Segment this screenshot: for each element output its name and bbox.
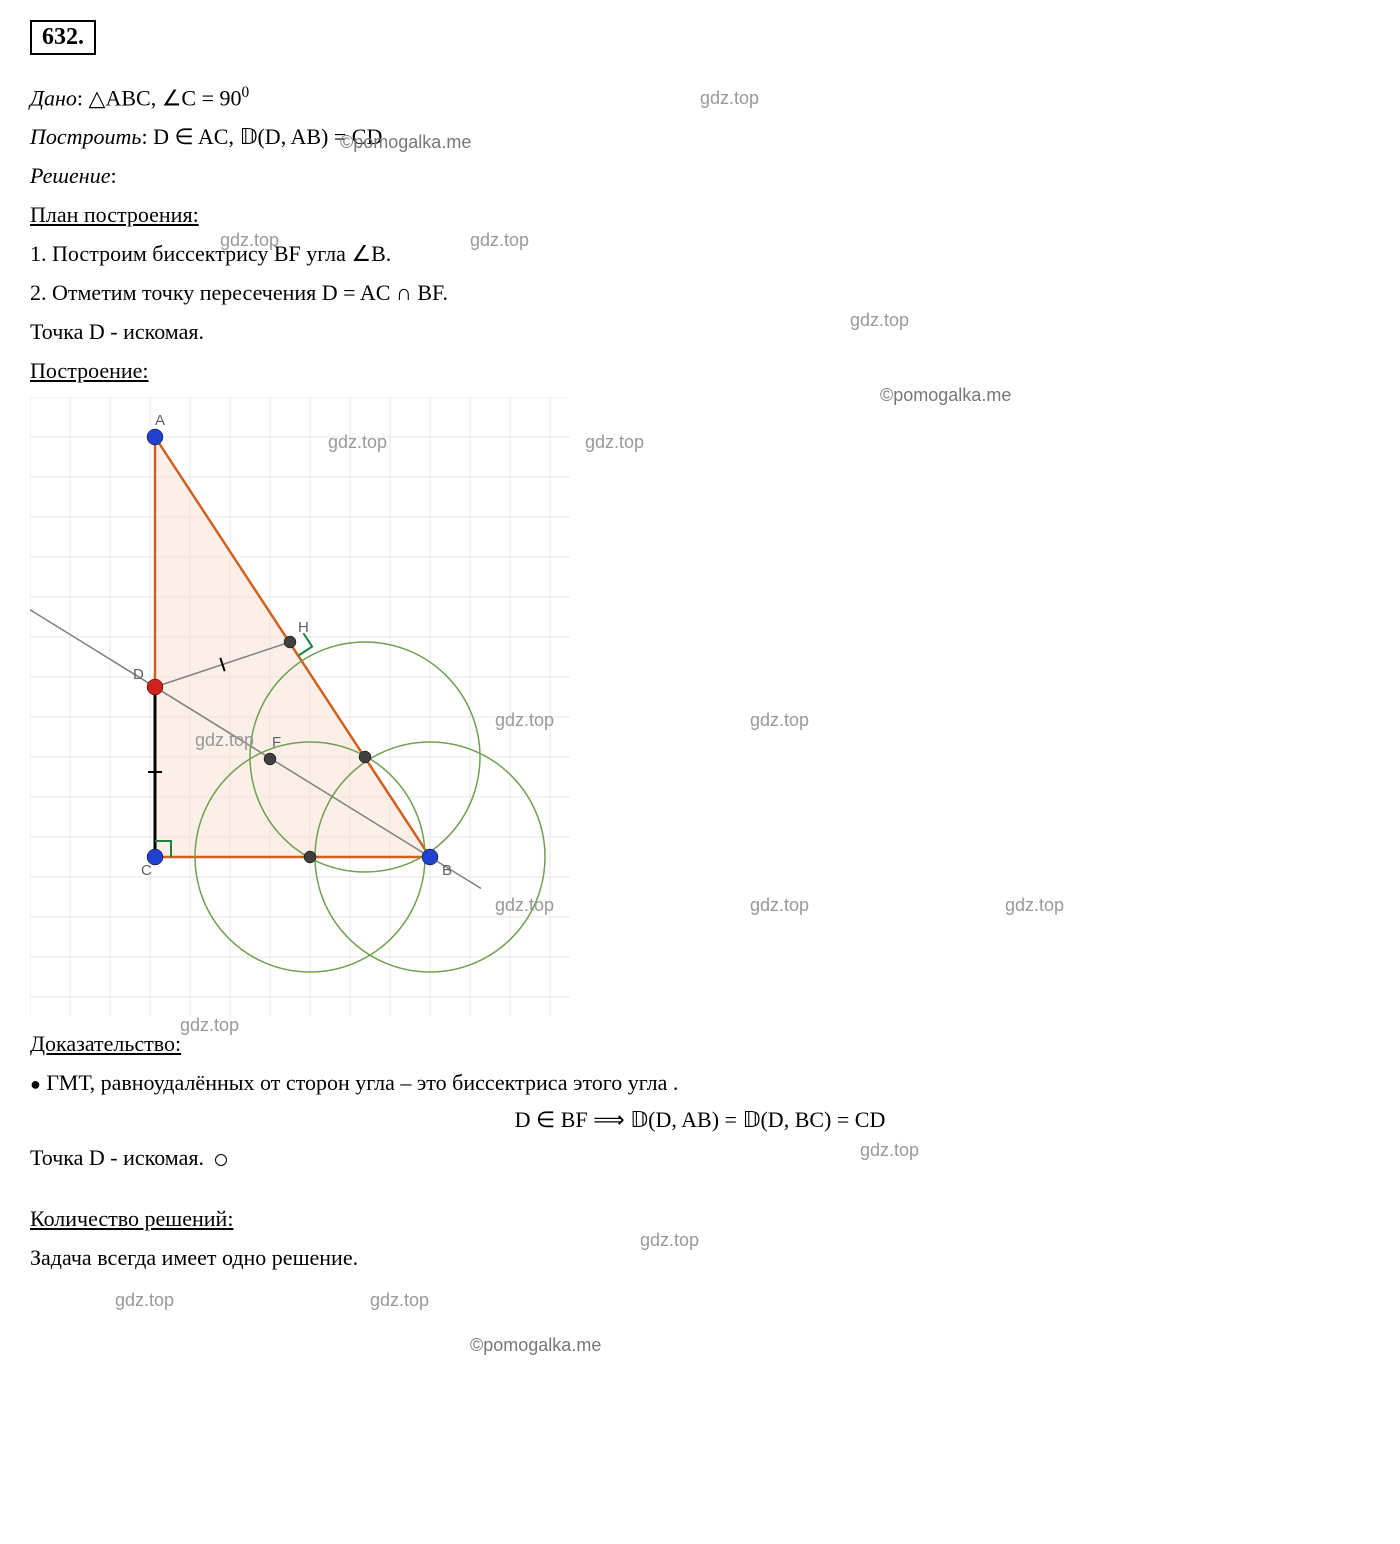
watermark-gdz: gdz.top <box>1005 895 1064 916</box>
watermark-copyright: ©pomogalka.me <box>340 132 471 153</box>
solutions-count-label: Количество решений: <box>30 1206 233 1231</box>
svg-text:H: H <box>298 619 309 636</box>
svg-text:B: B <box>442 862 452 879</box>
plan-step-2: 2. Отметим точку пересечения D = AC ∩ BF… <box>30 276 1370 309</box>
proof-end-icon <box>215 1154 227 1166</box>
watermark-copyright: ©pomogalka.me <box>880 385 1011 406</box>
solutions-count-text: Задача всегда имеет одно решение. <box>30 1241 1370 1274</box>
construct-label: Построить <box>30 124 141 149</box>
point-sought: Точка D - искомая. <box>30 315 1370 348</box>
proof-label: Доказательство: <box>30 1031 181 1056</box>
proof-text: ГМТ, равноудалённых от сторон угла – это… <box>46 1070 678 1095</box>
watermark-gdz: gdz.top <box>180 1015 239 1036</box>
given-label: Дано <box>30 85 77 110</box>
construct-line: Построить: D ∈ AC, 𝔻(D, AB) = CD <box>30 120 1370 153</box>
point-sought-2-line: Точка D - искомая. <box>30 1141 1370 1174</box>
plan-label: План построения: <box>30 202 199 227</box>
watermark-gdz: gdz.top <box>328 432 387 453</box>
diagram-svg: A B C D H F <box>30 397 570 1017</box>
solution-label: Решение <box>30 163 110 188</box>
svg-text:A: A <box>155 412 165 429</box>
proof-formula: D ∈ BF ⟹ 𝔻(D, AB) = 𝔻(D, BC) = CD <box>30 1107 1370 1133</box>
plan-label-line: План построения: <box>30 198 1370 231</box>
proof-text-line: ● ГМТ, равноудалённых от сторон угла – э… <box>30 1066 1370 1099</box>
watermark-gdz: gdz.top <box>585 432 644 453</box>
svg-text:C: C <box>141 862 152 879</box>
construction-label: Построение: <box>30 358 149 383</box>
construction-label-line: Построение: <box>30 354 1370 387</box>
watermark-gdz: gdz.top <box>470 230 529 251</box>
watermark-gdz: gdz.top <box>640 1230 699 1251</box>
watermark-gdz: gdz.top <box>195 730 254 751</box>
watermark-gdz: gdz.top <box>495 710 554 731</box>
watermark-gdz: gdz.top <box>370 1290 429 1311</box>
watermark-copyright: ©pomogalka.me <box>470 1335 601 1356</box>
svg-text:D: D <box>133 666 144 683</box>
solution-line: Решение: <box>30 159 1370 192</box>
watermark-gdz: gdz.top <box>860 1140 919 1161</box>
watermark-gdz: gdz.top <box>220 230 279 251</box>
watermark-gdz: gdz.top <box>850 310 909 331</box>
watermark-gdz: gdz.top <box>750 895 809 916</box>
given-text: : △ABC, ∠C = 90 <box>77 85 242 110</box>
watermark-gdz: gdz.top <box>700 88 759 109</box>
point-sought-2: Точка D - искомая. <box>30 1145 204 1170</box>
watermark-gdz: gdz.top <box>495 895 554 916</box>
solutions-count-label-line: Количество решений: <box>30 1202 1370 1235</box>
watermark-gdz: gdz.top <box>115 1290 174 1311</box>
geometry-diagram: A B C D H F <box>30 397 570 1017</box>
given-sup: 0 <box>242 84 250 101</box>
problem-number: 632. <box>30 20 96 55</box>
watermark-gdz: gdz.top <box>750 710 809 731</box>
svg-text:F: F <box>272 734 281 751</box>
